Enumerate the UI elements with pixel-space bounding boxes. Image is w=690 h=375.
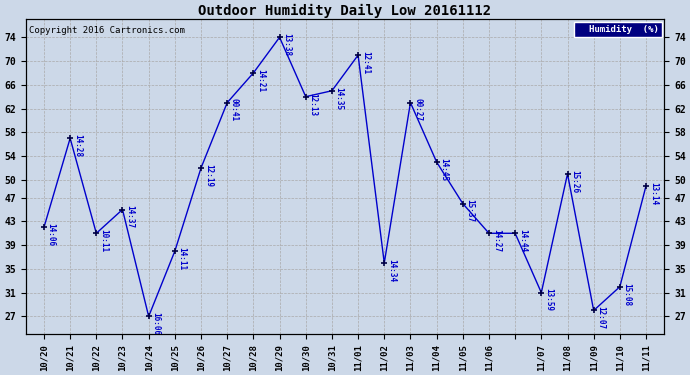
Text: 12:41: 12:41 (361, 51, 370, 74)
Text: 14:11: 14:11 (177, 247, 186, 270)
Text: 00:27: 00:27 (413, 99, 422, 122)
Text: 16:06: 16:06 (151, 312, 161, 335)
Legend: Humidity  (%): Humidity (%) (573, 22, 662, 37)
Text: 13:59: 13:59 (544, 288, 553, 312)
Text: 15:26: 15:26 (570, 170, 580, 193)
Title: Outdoor Humidity Daily Low 20161112: Outdoor Humidity Daily Low 20161112 (199, 4, 491, 18)
Text: 14:21: 14:21 (256, 69, 265, 92)
Text: 14:28: 14:28 (73, 134, 82, 157)
Text: 15:37: 15:37 (466, 200, 475, 222)
Text: 15:08: 15:08 (622, 282, 631, 306)
Text: 12:19: 12:19 (204, 164, 213, 187)
Text: 13:38: 13:38 (282, 33, 291, 56)
Text: 10:11: 10:11 (99, 229, 108, 252)
Text: 00:41: 00:41 (230, 99, 239, 122)
Text: 14:35: 14:35 (335, 87, 344, 110)
Text: 12:07: 12:07 (596, 306, 605, 330)
Text: 14:06: 14:06 (47, 223, 56, 246)
Text: 12:13: 12:13 (308, 93, 317, 116)
Text: 14:45: 14:45 (440, 158, 449, 181)
Text: 14:37: 14:37 (126, 206, 135, 228)
Text: 13:14: 13:14 (649, 182, 658, 205)
Text: 14:44: 14:44 (518, 229, 527, 252)
Text: 14:27: 14:27 (492, 229, 501, 252)
Text: Copyright 2016 Cartronics.com: Copyright 2016 Cartronics.com (29, 26, 185, 35)
Text: 14:34: 14:34 (387, 259, 396, 282)
